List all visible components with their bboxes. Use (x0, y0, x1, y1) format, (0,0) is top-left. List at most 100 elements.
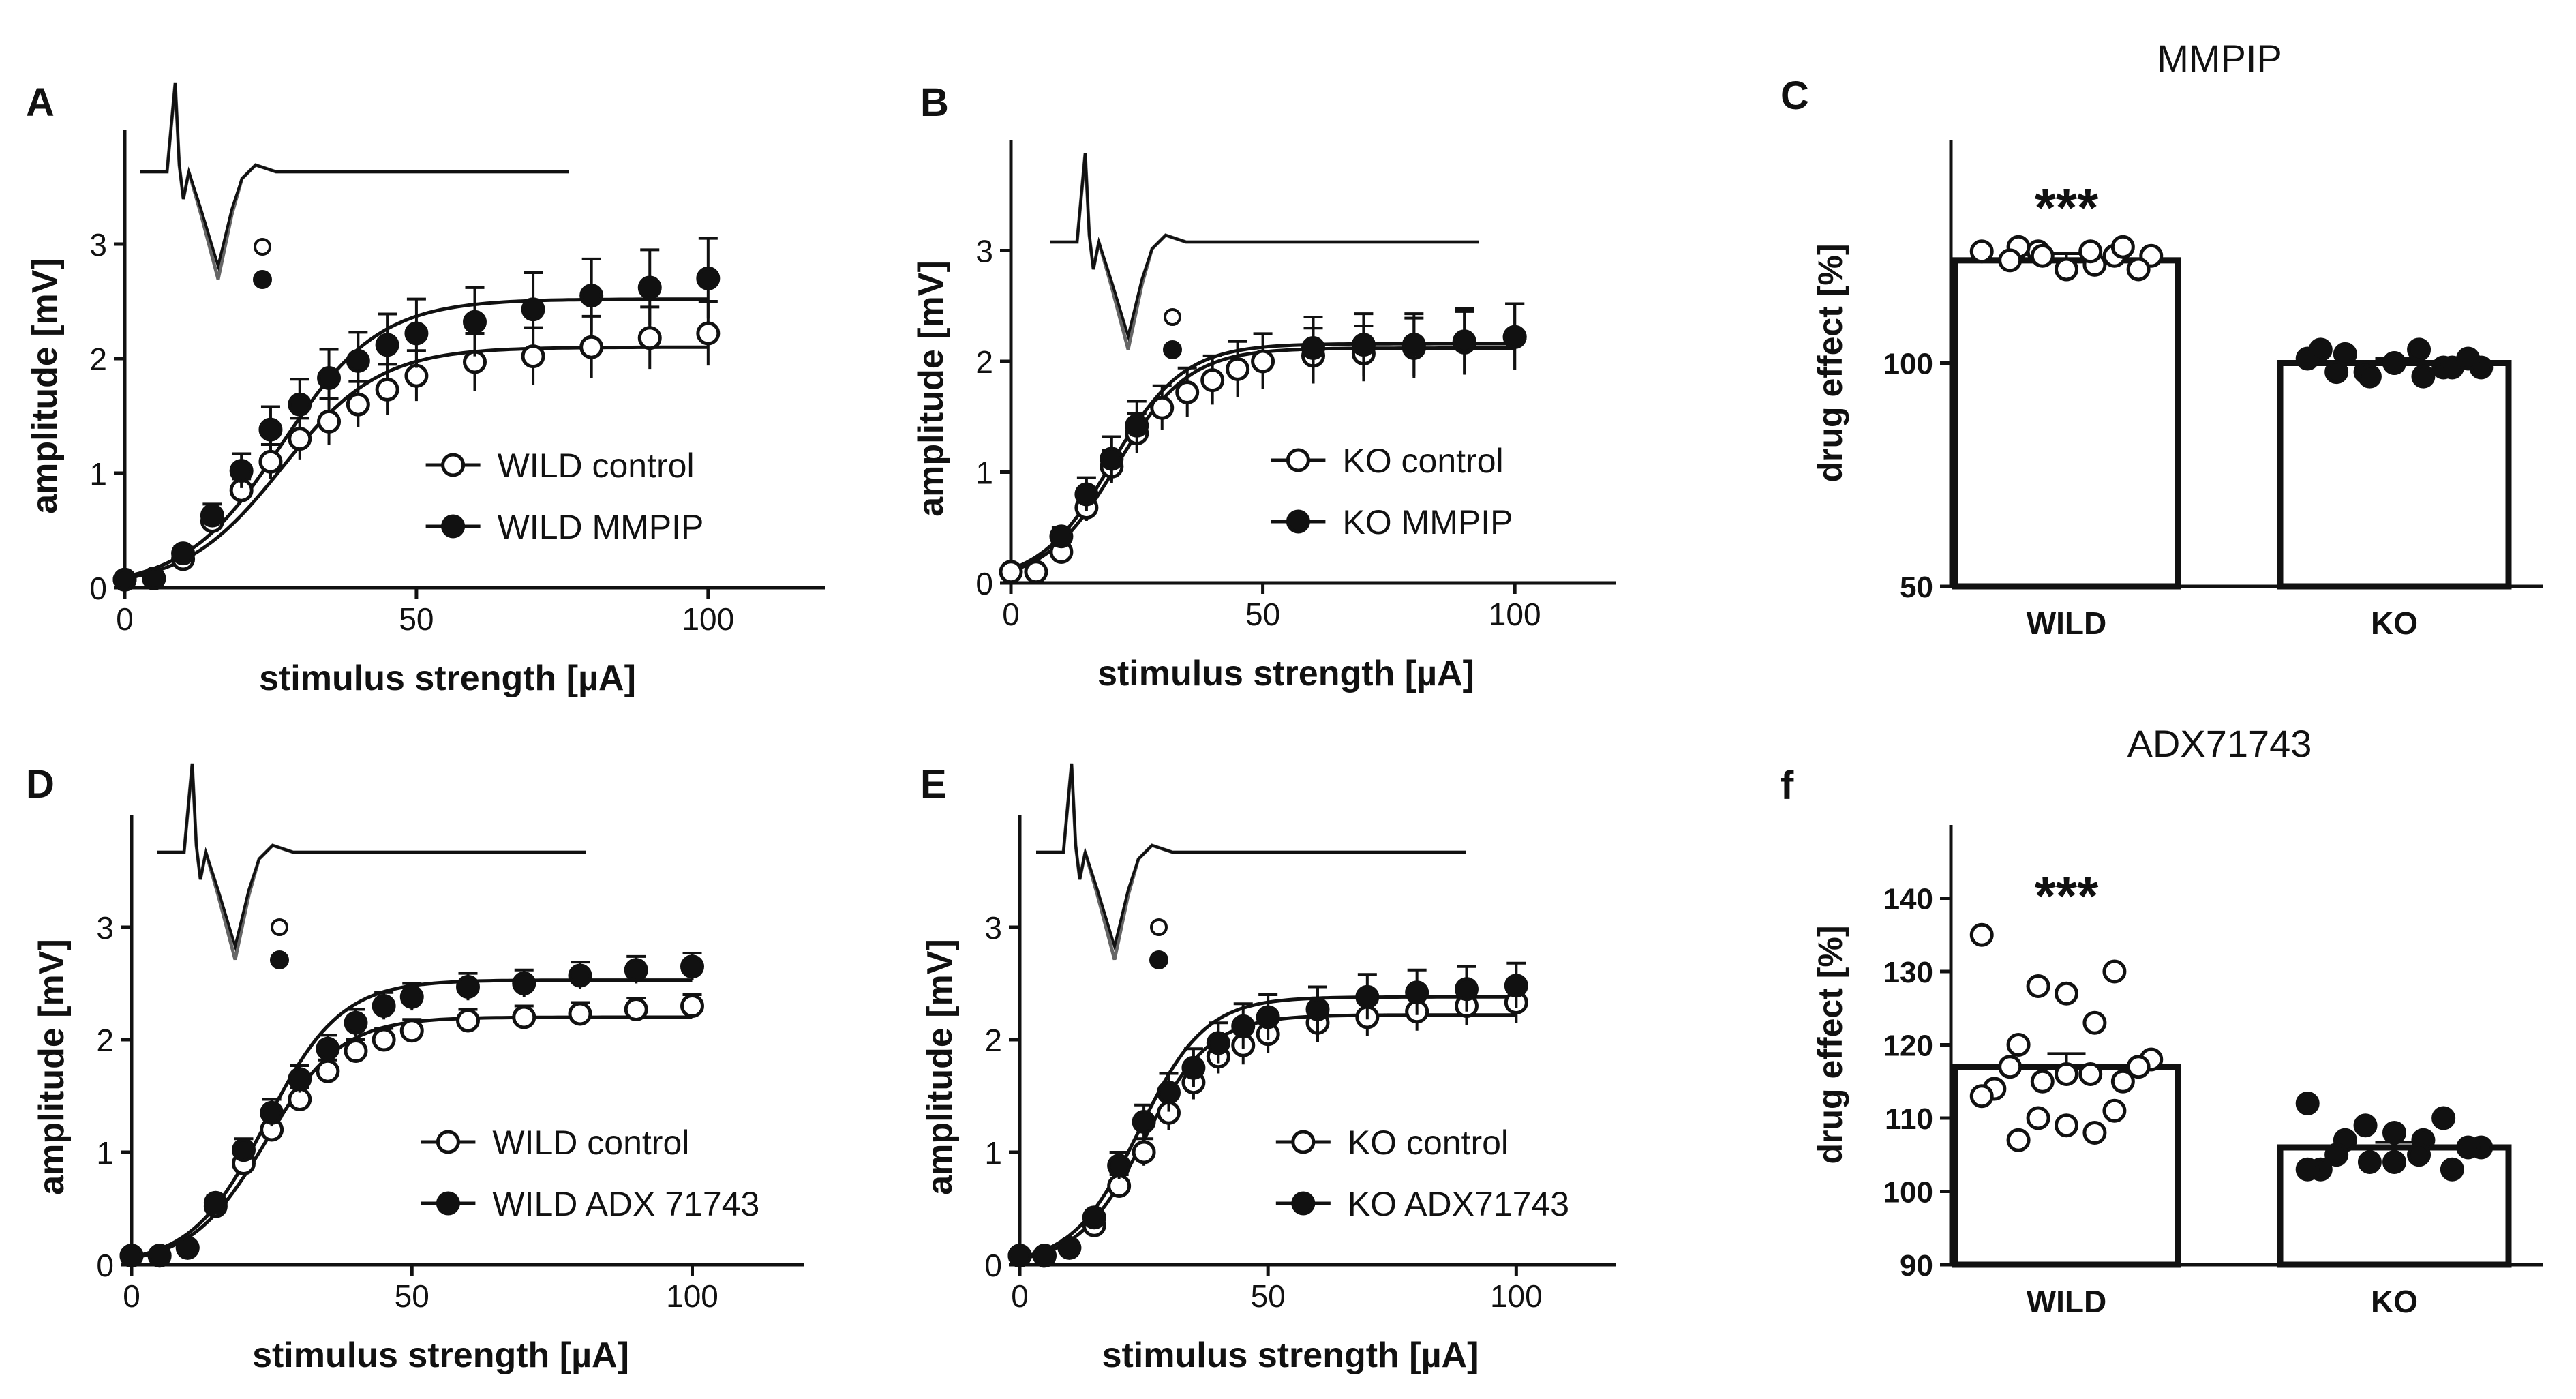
trace-key-drug (253, 270, 272, 289)
data-point (2295, 1157, 2320, 1182)
legend-marker (1286, 448, 1310, 472)
y-tick-label: 1 (89, 456, 107, 492)
chart-title: ADX71743 (2127, 722, 2312, 765)
data-point (2055, 1062, 2078, 1086)
data-point-drug (317, 366, 342, 391)
y-tick-label: 1 (975, 455, 993, 491)
x-tick-label: 100 (1490, 1278, 1543, 1314)
data-point-control (1150, 395, 1175, 420)
data-point-drug (1032, 1244, 1057, 1268)
data-point-drug (404, 321, 429, 346)
data-point (2082, 1010, 2107, 1035)
legend-marker (1291, 1130, 1316, 1154)
y-tick-label: 50 (1900, 571, 1933, 604)
x-tick-label: 100 (682, 601, 734, 637)
data-point-drug (171, 541, 196, 566)
y-tick-label: 140 (1883, 883, 1933, 916)
y-tick-label: 1 (984, 1135, 1002, 1171)
y-tick-label: 90 (1900, 1249, 1933, 1282)
data-point-drug (142, 567, 166, 591)
trace-control (1036, 763, 1466, 961)
y-axis-label: amplitude [mV] (920, 939, 960, 1195)
significance-marker: *** (2035, 177, 2099, 238)
legend-label: WILD control (492, 1124, 689, 1162)
data-point (2030, 1069, 2055, 1094)
legend-label: KO control (1348, 1124, 1509, 1162)
data-point (2126, 257, 2151, 282)
x-axis-label: stimulus strength [µA] (252, 1336, 629, 1375)
trace-key-control (271, 918, 288, 936)
data-point-control (512, 1005, 536, 1029)
trace-control (157, 763, 586, 961)
data-point (2357, 364, 2382, 389)
data-point-control (624, 997, 648, 1021)
data-point (2055, 1113, 2078, 1138)
data-point-control (1132, 1140, 1156, 1164)
data-point-control (568, 1002, 592, 1026)
data-point-drug (680, 954, 704, 979)
data-point-control (317, 409, 342, 434)
x-tick-label: 50 (1245, 597, 1280, 632)
data-point-drug (1351, 333, 1376, 357)
y-tick-label: 0 (96, 1248, 114, 1283)
y-tick-label: 3 (96, 910, 114, 946)
data-point (2110, 1069, 2135, 1094)
data-point-drug (1355, 984, 1380, 1009)
legend-marker (1291, 1191, 1316, 1216)
bar-wild (1952, 257, 2181, 590)
data-point (2078, 239, 2103, 264)
panel-D: D 0 1 2 3 0 50 100 stimulus strength [µA] amplitu… (26, 762, 804, 1375)
data-point-drug (1074, 482, 1099, 507)
data-point (2353, 1113, 2378, 1138)
trace-key-control (1164, 308, 1181, 326)
x-tick-label: 50 (1251, 1278, 1286, 1314)
y-tick-label: 2 (984, 1023, 1002, 1058)
panel-label: E (920, 762, 947, 807)
data-point-drug (346, 348, 370, 373)
data-point-drug (344, 1010, 368, 1035)
data-point-control (316, 1059, 340, 1083)
y-tick-label: 3 (975, 234, 993, 269)
data-point-drug (1405, 980, 1429, 1005)
data-point-drug (1502, 325, 1527, 349)
data-point-drug (1401, 333, 1426, 357)
data-point (2295, 1092, 2320, 1115)
data-point (2407, 1143, 2431, 1167)
data-point-control (346, 392, 370, 417)
x-tick-label: 100 (1489, 597, 1541, 632)
data-point (2078, 1062, 2103, 1086)
x-tick-label: 0 (1002, 597, 1020, 632)
y-tick-label: 0 (89, 571, 107, 606)
data-point-control (258, 449, 283, 474)
y-axis-label: drug effect [%] (1811, 926, 1849, 1164)
data-point-drug (1305, 997, 1330, 1021)
legend-label: KO control (1342, 442, 1503, 480)
data-point-drug (1256, 1005, 1280, 1029)
y-tick-label: 120 (1883, 1029, 1933, 1063)
bar-ko (2277, 360, 2512, 590)
data-point-drug (1181, 1055, 1206, 1080)
data-point (2110, 235, 2135, 259)
chart-title: MMPIP (2157, 37, 2282, 80)
data-point-control (399, 1019, 424, 1043)
data-point-control (521, 344, 545, 369)
data-point-control (288, 427, 312, 451)
data-point-drug (372, 994, 396, 1018)
data-point-drug (119, 1244, 144, 1268)
data-point-drug (288, 392, 312, 417)
data-point (2102, 959, 2127, 984)
trace-key-drug (1149, 950, 1168, 969)
trace-drug (1050, 153, 1479, 342)
data-point-drug (1157, 1081, 1181, 1105)
significance-marker: *** (2035, 865, 2099, 926)
data-point-drug (463, 310, 487, 334)
data-point-drug (1455, 977, 1479, 1002)
data-point (2324, 1143, 2349, 1167)
data-point (1998, 248, 2022, 273)
data-point-control (999, 560, 1023, 584)
data-point-drug (1125, 413, 1149, 438)
panel-C: C MMPIP 50 100 drug effect [%] WILD *** KO (1781, 37, 2543, 641)
data-point-drug (1057, 1235, 1082, 1260)
data-point-drug (229, 459, 254, 483)
